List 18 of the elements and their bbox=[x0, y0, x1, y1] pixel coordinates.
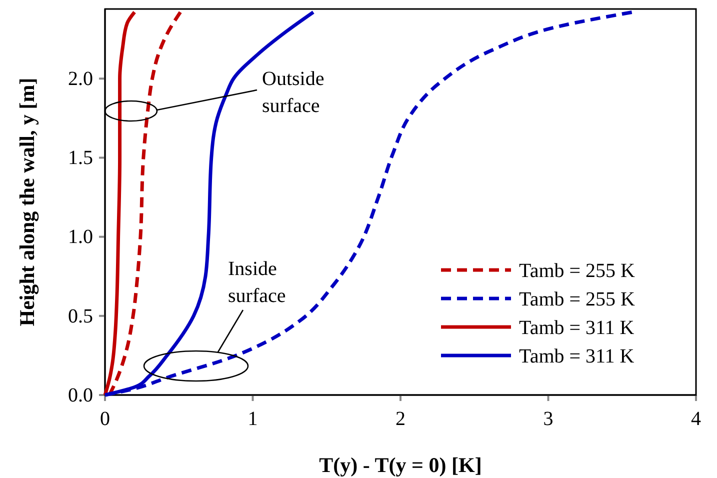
legend-label: Tamb = 255 K bbox=[519, 288, 636, 310]
y-tick-label: 1.5 bbox=[68, 147, 93, 170]
x-tick-label: 2 bbox=[396, 408, 406, 430]
legend-label: Tamb = 255 K bbox=[519, 260, 636, 282]
x-tick-label: 3 bbox=[543, 408, 554, 430]
x-tick-label: 0 bbox=[100, 408, 110, 430]
y-axis-title: Height along the wall, y [m] bbox=[15, 78, 39, 326]
y-tick-label: 0.5 bbox=[68, 305, 93, 328]
legend-label: Tamb = 311 K bbox=[519, 317, 635, 339]
annotation: Outside surface bbox=[262, 68, 324, 117]
y-tick-label: 2.0 bbox=[68, 68, 93, 90]
x-tick-label: 4 bbox=[691, 408, 701, 430]
x-tick-label: 1 bbox=[248, 408, 258, 430]
y-tick-label: 1.0 bbox=[68, 226, 93, 248]
x-axis-title: T(y) - T(y = 0) [K] bbox=[319, 453, 482, 477]
annotation: Inside surface bbox=[228, 258, 286, 307]
y-tick-label: 0.0 bbox=[68, 384, 93, 406]
legend-label: Tamb = 311 K bbox=[519, 346, 635, 368]
